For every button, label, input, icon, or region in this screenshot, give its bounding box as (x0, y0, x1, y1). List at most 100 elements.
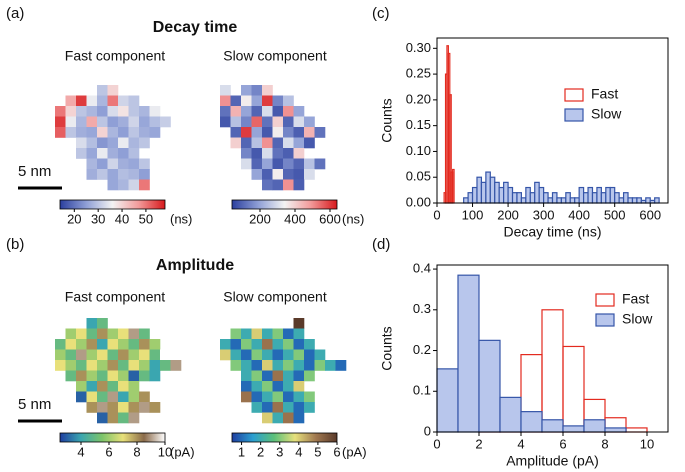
map-pixel (97, 328, 108, 340)
histogram-bar (631, 197, 638, 204)
map-pixel (97, 370, 108, 382)
histogram-bar (600, 192, 607, 204)
map-pixel (128, 402, 140, 413)
map-pixel (149, 360, 161, 371)
map-pixel (65, 370, 77, 382)
x-tick-label: 8 (601, 436, 608, 451)
map-pixel (128, 339, 140, 350)
map-pixel (76, 116, 87, 128)
map-pixel (230, 328, 242, 340)
histogram-bar (565, 192, 571, 204)
map-pixel (65, 116, 77, 128)
map-pixel (241, 95, 252, 107)
panel-label: (d) (372, 236, 390, 253)
histogram-bar (467, 192, 474, 204)
histogram-bar (605, 186, 611, 204)
histogram-bar (591, 192, 598, 204)
map-pixel (251, 402, 263, 413)
plot-frame (436, 37, 669, 204)
map-pixel (76, 391, 87, 403)
x-tick-label: 100 (462, 207, 484, 222)
map-pixel (76, 381, 87, 392)
map-pixel (251, 381, 263, 392)
map-pixel (251, 391, 263, 403)
map-pixel (107, 116, 119, 128)
map-pixel (272, 381, 284, 392)
map-pixel (128, 179, 140, 191)
map-pixel (86, 148, 98, 159)
histogram-bar (645, 197, 651, 204)
colorbar-unit: (pA) (342, 444, 367, 459)
map-pixel (283, 381, 294, 392)
histogram-bar (614, 192, 620, 204)
map-pixel (107, 402, 119, 413)
histogram-bar (587, 186, 594, 204)
map-pixel (272, 169, 284, 180)
histogram-bar (562, 345, 585, 433)
map-pixel (128, 360, 140, 371)
map-pixel (293, 391, 305, 403)
map-pixel (272, 95, 284, 107)
y-tick-label: 0.30 (406, 40, 431, 55)
y-tick-label: 0.15 (406, 117, 431, 132)
y-axis-label: Counts (379, 98, 395, 142)
histogram-bar (627, 197, 634, 204)
map-pixel (149, 370, 161, 382)
colorbar-tick-label: 2 (257, 444, 264, 459)
map-pixel (293, 360, 305, 371)
map-pixel (97, 318, 108, 329)
map-pixel (230, 360, 242, 371)
map-pixel (241, 328, 252, 340)
legend-label: Fast (591, 86, 618, 102)
map-pixel (65, 339, 77, 350)
map-pixel (86, 95, 98, 107)
histogram-bar (541, 309, 564, 433)
map-pixel (251, 95, 263, 107)
map-pixel (86, 381, 98, 392)
map-pixel (230, 106, 242, 117)
map-pixel (262, 381, 273, 392)
histogram-bar (541, 419, 564, 433)
map-pixel (107, 137, 119, 149)
map-pixel (251, 349, 263, 361)
map-pixel (65, 328, 77, 340)
x-tick-label: 400 (568, 207, 590, 222)
y-tick-label: 0.2 (413, 342, 431, 357)
map-pixel (283, 339, 294, 350)
x-tick-label: 4 (517, 436, 524, 451)
panel-label: (b) (6, 236, 24, 253)
map-pixel (241, 370, 252, 382)
map-pixel (128, 169, 140, 180)
y-axis-label: Counts (379, 326, 395, 370)
histogram-bar (560, 197, 567, 204)
map-pixel (283, 127, 294, 138)
histogram-bar (618, 197, 625, 204)
colorbar-tick-label: 6 (333, 444, 340, 459)
histogram-bar (452, 168, 455, 204)
map-pixel (118, 137, 129, 149)
histogram-bar (436, 368, 459, 433)
map-pixel (293, 349, 305, 361)
map-pixel (272, 127, 284, 138)
map-pixel (293, 402, 305, 413)
map-pixel (241, 148, 252, 159)
map-pixel (283, 137, 294, 149)
map-pixel (118, 360, 129, 371)
map-pixel (262, 137, 273, 149)
histogram-bar (457, 274, 480, 433)
colorbar-tick-label: 3 (276, 444, 283, 459)
panel-label: (a) (6, 5, 24, 22)
map-pixel (97, 412, 108, 424)
map-pixel (86, 318, 98, 329)
colorbar-tick-label: 200 (249, 211, 271, 226)
map-pixel (128, 349, 140, 361)
map-pixel (272, 391, 284, 403)
map-subtitle: Fast component (65, 289, 165, 305)
x-tick-label: 300 (533, 207, 555, 222)
colorbar-tick-label: 400 (284, 211, 306, 226)
map-pixel (97, 360, 108, 371)
map-pixel (128, 391, 140, 403)
map-pixel (139, 106, 150, 117)
map-pixel (55, 339, 66, 350)
map-pixel (65, 349, 77, 361)
